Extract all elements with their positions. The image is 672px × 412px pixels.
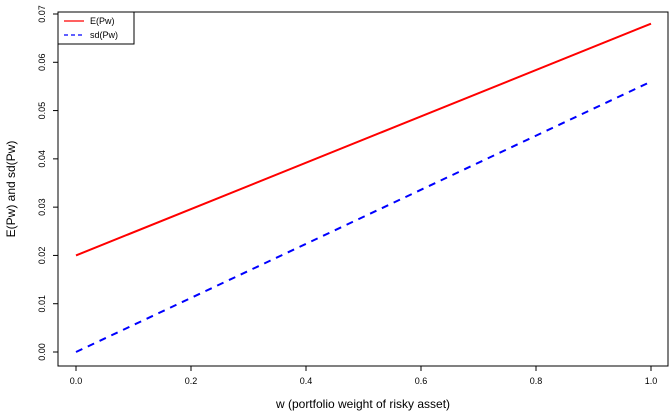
series-line-e-pw	[75, 22, 652, 257]
x-axis: 0.0 0.2 0.4 0.6 0.8 1.0	[70, 366, 658, 386]
y-tick-label: 0.05	[37, 102, 47, 120]
y-tick-label: 0.04	[37, 150, 47, 168]
y-tick-label: 0.02	[37, 247, 47, 265]
legend-label-sd-pw: sd(Pw)	[90, 30, 118, 40]
y-tick-label: 0.07	[37, 5, 47, 23]
y-tick-label: 0.06	[37, 54, 47, 72]
legend-label-e-pw: E(Pw)	[90, 16, 115, 26]
x-tick-label: 1.0	[645, 376, 658, 386]
y-tick-label: 0.00	[37, 343, 47, 361]
legend: E(Pw) sd(Pw)	[57, 11, 135, 45]
x-tick-label: 0.0	[70, 376, 83, 386]
y-tick-label: 0.01	[37, 295, 47, 313]
series-layer	[75, 22, 652, 353]
y-axis: 0.00 0.01 0.02 0.03 0.04 0.05 0.06 0.07	[37, 5, 58, 361]
y-tick-label: 0.03	[37, 198, 47, 216]
y-axis-title: E(Pw) and sd(Pw)	[4, 141, 18, 238]
x-tick-label: 0.8	[530, 376, 543, 386]
x-axis-title: w (portfolio weight of risky asset)	[275, 397, 450, 411]
legend-box	[57, 11, 135, 45]
x-tick-label: 0.2	[185, 376, 198, 386]
x-tick-label: 0.6	[415, 376, 428, 386]
plot-frame	[57, 11, 669, 367]
x-tick-label: 0.4	[300, 376, 313, 386]
series-line-sd-pw	[75, 80, 652, 353]
